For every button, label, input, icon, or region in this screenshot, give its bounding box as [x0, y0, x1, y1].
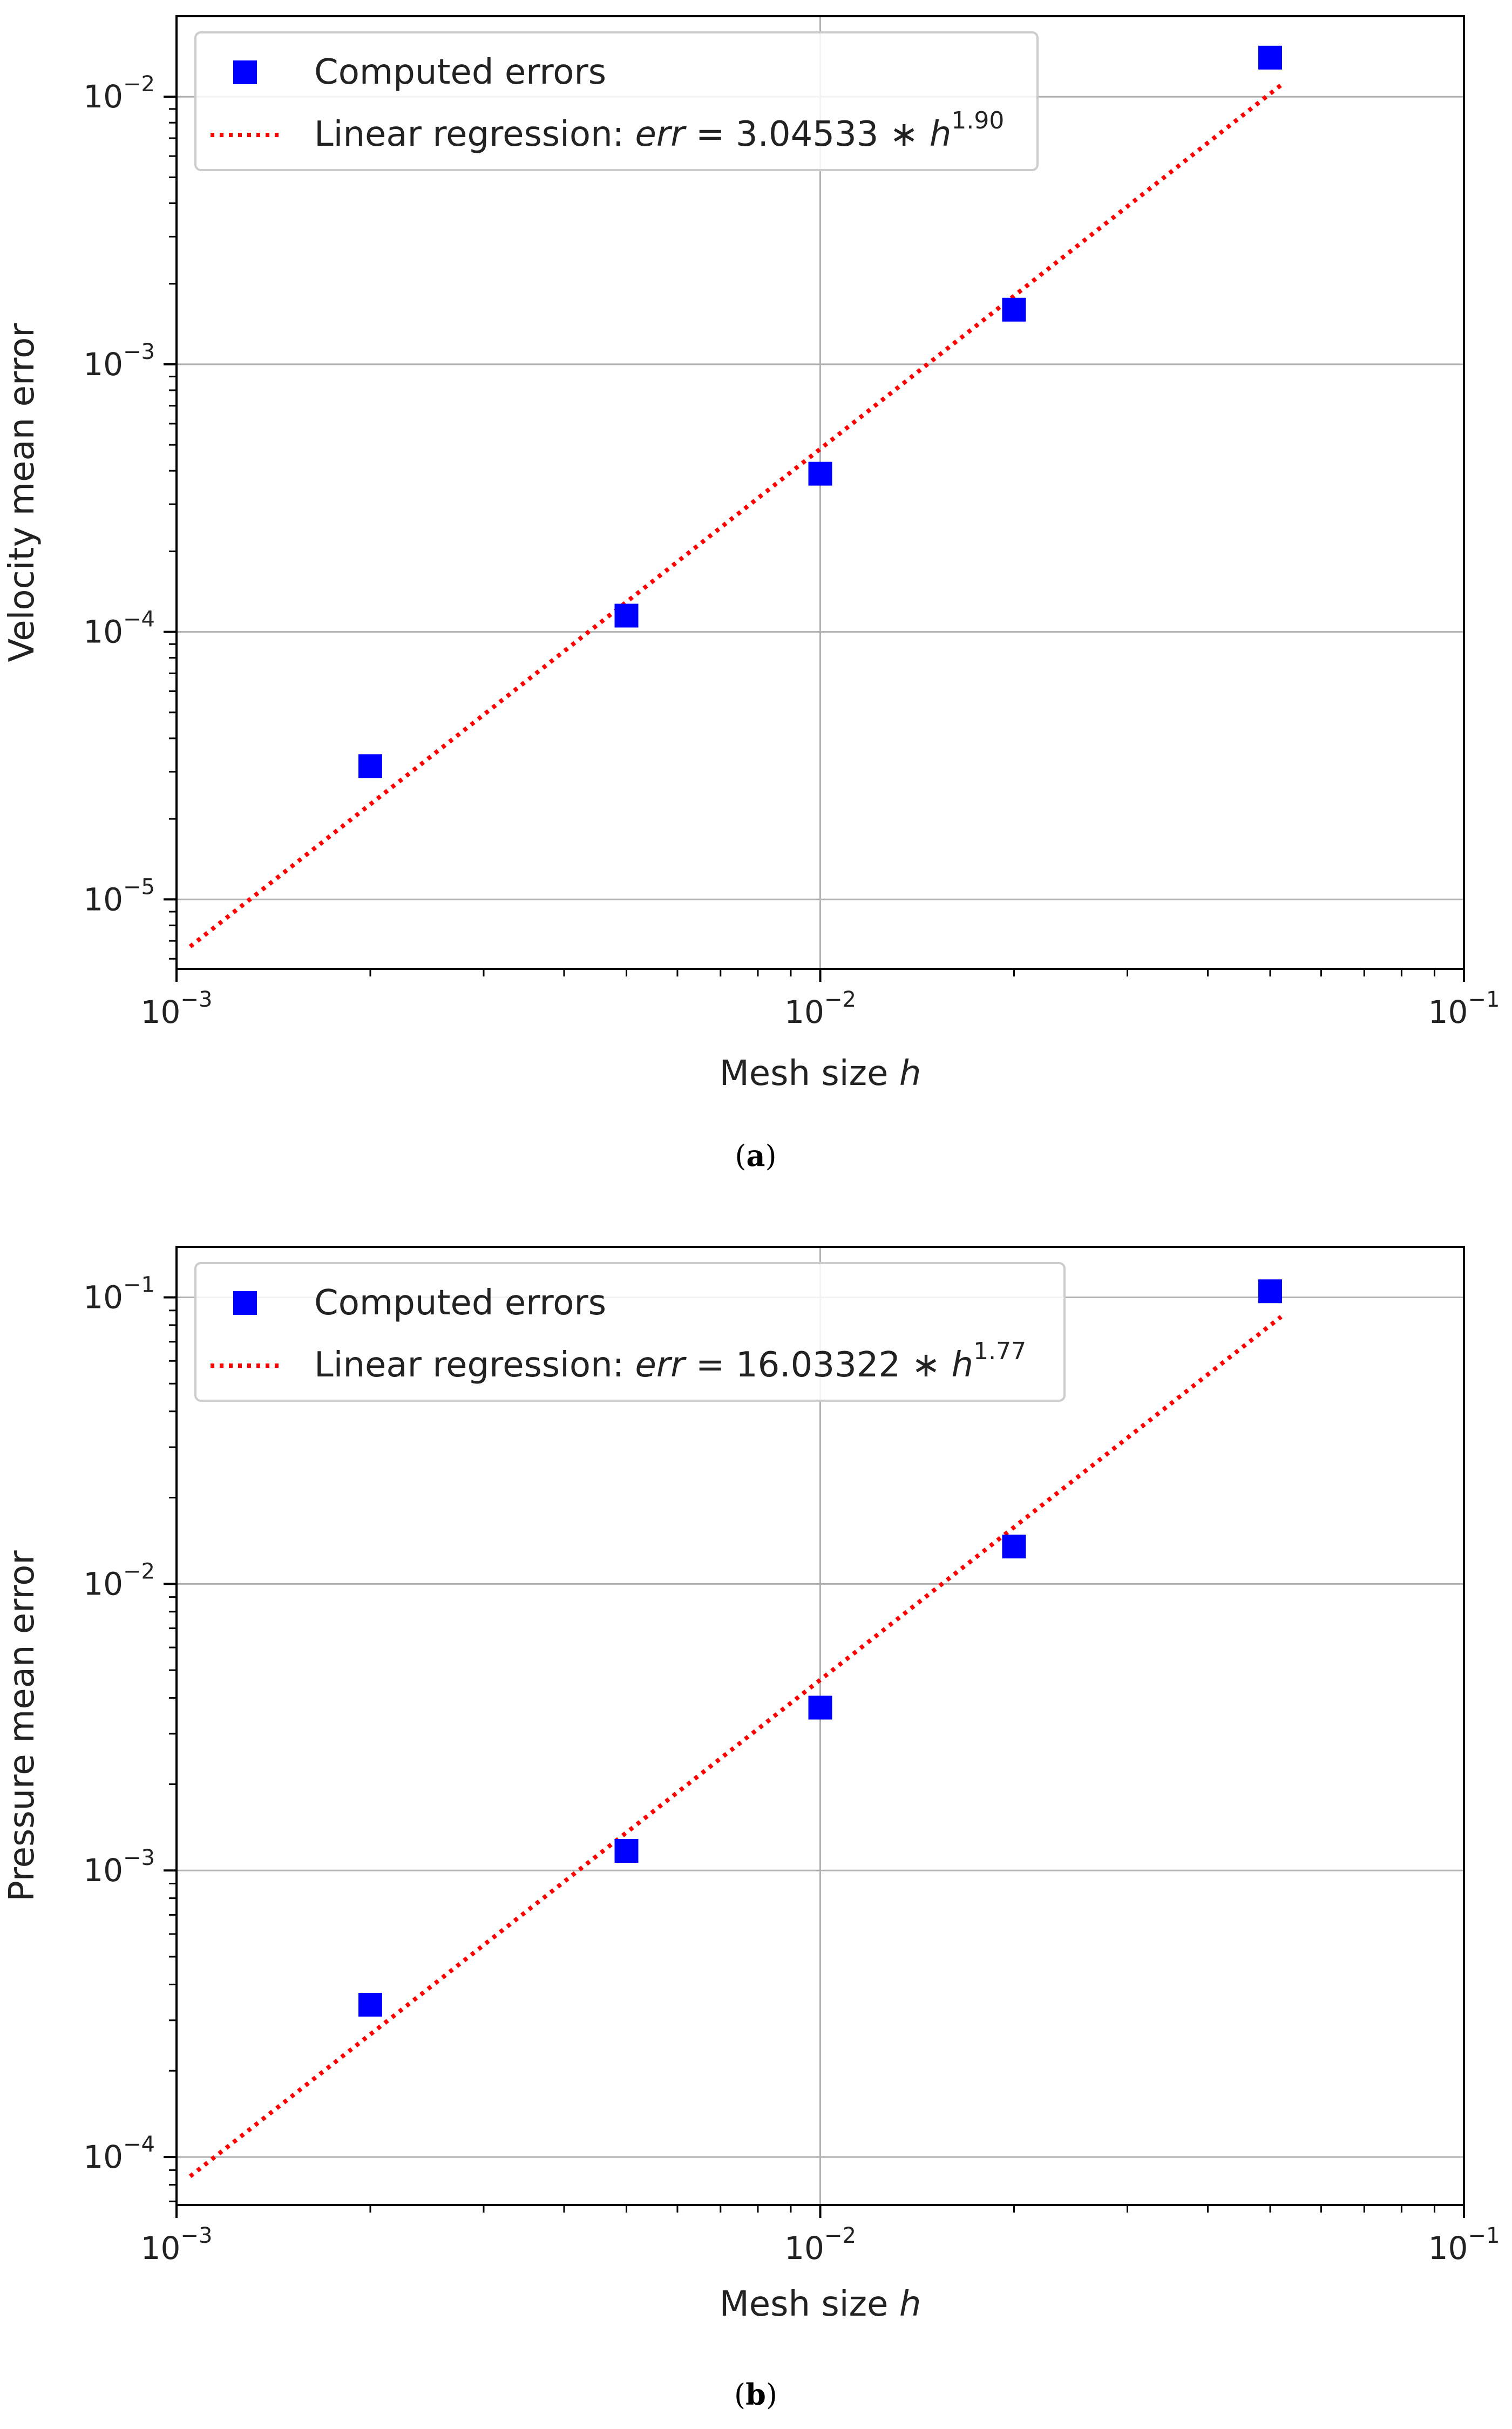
- y-tick-exponent: −2: [123, 1559, 155, 1584]
- minor-ticks: [169, 108, 1435, 976]
- chart-panel-a: 10−3 10−2 10−1 10−5 10−4 10−3 10−2 Computed err…: [2, 15, 1500, 1094]
- caption-a-letter: a: [747, 1138, 765, 1173]
- y-tick-exponent: −1: [123, 1272, 155, 1297]
- x-tick-label: 10−1: [1428, 2223, 1500, 2267]
- x-axis-label-var: h: [899, 1054, 921, 1094]
- legend: Computed errors Linear regression: err = …: [194, 31, 1039, 171]
- computed-errors-series: [358, 1279, 1283, 2017]
- regression-line-series: [188, 1315, 1283, 2179]
- y-tick-label: 10−2: [83, 72, 155, 115]
- x-axis-label-var: h: [899, 2284, 921, 2324]
- computed-errors-series: [358, 45, 1283, 778]
- tick-labels: 10−3 10−2 10−1 10−4 10−3 10−2 10−1: [83, 1272, 1500, 2267]
- y-tick-label: 10−3: [83, 340, 155, 383]
- x-axis-label: Mesh size h: [720, 1054, 921, 1094]
- x-tick-label: 10−2: [784, 2223, 856, 2267]
- y-axis-label: Velocity mean error: [2, 323, 42, 662]
- y-tick-exponent: −2: [123, 72, 155, 97]
- legend-exponent: 1.77: [973, 1338, 1026, 1365]
- y-tick-label: 10−3: [83, 1846, 155, 1889]
- x-tick-exponent: −2: [824, 2223, 856, 2248]
- data-point: [808, 1695, 832, 1720]
- y-axis-label: Pressure mean error: [2, 1550, 42, 1902]
- legend-text: Linear regression:: [314, 1345, 635, 1385]
- chart-panel-b: 10−3 10−2 10−1 10−4 10−3 10−2 10−1 Computed err…: [2, 1246, 1500, 2324]
- legend-h: h: [930, 114, 952, 154]
- legend-label-regression: Linear regression: err = 3.04533 ∗ h1.90: [314, 107, 1004, 154]
- y-tick-exponent: −4: [123, 2132, 155, 2157]
- legend-h: h: [952, 1345, 974, 1385]
- y-tick-label: 10−1: [83, 1272, 155, 1315]
- y-tick-label: 10−4: [83, 2132, 155, 2175]
- legend-exponent: 1.90: [951, 107, 1004, 134]
- legend-eq: = 3.04533 ∗: [685, 114, 930, 154]
- x-axis-label: Mesh size h: [720, 2284, 921, 2324]
- legend-label-regression: Linear regression: err = 16.03322 ∗ h1.7…: [314, 1338, 1026, 1385]
- legend-var: err: [635, 114, 687, 154]
- y-tick-exponent: −5: [123, 874, 155, 899]
- x-axis-label-text: Mesh size: [720, 1054, 899, 1094]
- data-point: [1002, 297, 1026, 322]
- legend-var: err: [635, 1345, 687, 1385]
- x-tick-label: 10−1: [1428, 987, 1500, 1030]
- legend-marker-swatch: [233, 1291, 257, 1315]
- data-point: [1002, 1535, 1026, 1559]
- data-point: [358, 1992, 382, 2017]
- data-point: [614, 603, 639, 628]
- x-axis-label-text: Mesh size: [720, 2284, 899, 2324]
- caption-a: (a): [735, 1138, 776, 1173]
- caption-b: (b): [734, 2377, 777, 2412]
- y-tick-label: 10−5: [83, 874, 155, 918]
- legend: Computed errors Linear regression: err = …: [194, 1262, 1066, 1402]
- regression-line: [188, 1315, 1283, 2179]
- tick-labels: 10−3 10−2 10−1 10−5 10−4 10−3 10−2: [83, 72, 1500, 1030]
- x-tick-exponent: −3: [180, 987, 212, 1012]
- minor-ticks: [169, 1310, 1435, 2213]
- legend-box: [194, 31, 1039, 171]
- plot-frame: [175, 1246, 1465, 2206]
- x-tick-label: 10−2: [784, 987, 856, 1030]
- y-tick-label: 10−4: [83, 607, 155, 650]
- legend-text: Linear regression:: [314, 114, 635, 154]
- caption-b-letter: b: [745, 2377, 766, 2412]
- legend-label-markers: Computed errors: [314, 52, 606, 92]
- legend-eq: = 16.03322 ∗: [685, 1345, 952, 1385]
- x-tick-exponent: −1: [1468, 2223, 1500, 2248]
- y-tick-exponent: −3: [123, 1846, 155, 1870]
- x-tick-label: 10−3: [141, 987, 213, 1030]
- x-tick-exponent: −1: [1468, 987, 1500, 1012]
- plot-frame: [175, 15, 1465, 970]
- legend-marker-swatch: [233, 60, 257, 84]
- data-point: [1258, 1279, 1283, 1304]
- x-tick-exponent: −2: [824, 987, 856, 1012]
- y-tick-label: 10−2: [83, 1559, 155, 1602]
- data-point: [808, 462, 832, 486]
- y-tick-exponent: −3: [123, 340, 155, 364]
- x-tick-exponent: −3: [180, 2223, 212, 2248]
- data-point: [358, 754, 382, 778]
- legend-box: [194, 1262, 1066, 1402]
- regression-line: [188, 83, 1283, 948]
- legend-label-markers: Computed errors: [314, 1283, 606, 1323]
- x-tick-label: 10−3: [141, 2223, 213, 2267]
- y-tick-exponent: −4: [123, 607, 155, 632]
- regression-line-series: [188, 83, 1283, 948]
- data-point: [1258, 45, 1283, 70]
- data-point: [614, 1839, 639, 1863]
